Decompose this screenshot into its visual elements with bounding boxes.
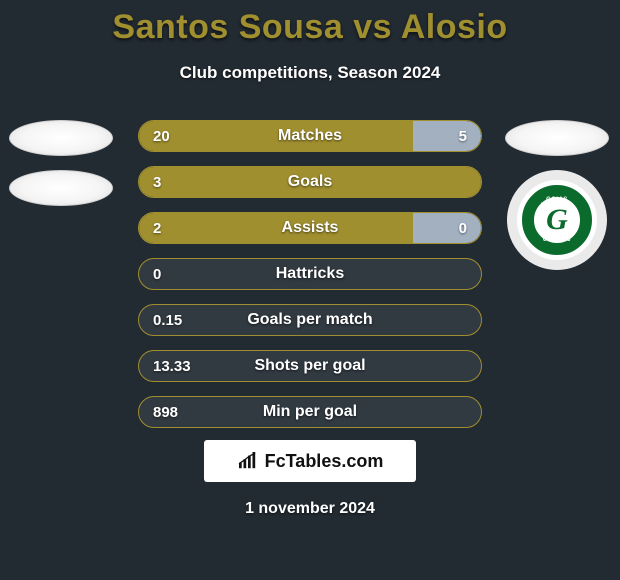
club-logo-top-text: GOIAS ESPORTE xyxy=(534,197,580,209)
club-logo-bottom-text: 6-4-1943 xyxy=(534,237,580,243)
club-logo-core: G xyxy=(541,204,573,236)
club-avatar-placeholder xyxy=(9,120,113,156)
stat-row-matches: 20 Matches 5 xyxy=(138,120,482,152)
stat-value-left: 3 xyxy=(153,167,161,197)
stat-label: Min per goal xyxy=(139,397,481,427)
stat-value-left: 13.33 xyxy=(153,351,191,381)
stat-row-goals-per-match: 0.15 Goals per match xyxy=(138,304,482,336)
brand-badge[interactable]: FcTables.com xyxy=(204,440,416,482)
bar-chart-icon xyxy=(237,452,259,470)
stat-value-left: 2 xyxy=(153,213,161,243)
stat-fill-left xyxy=(139,213,413,243)
stat-value-left: 0 xyxy=(153,259,161,289)
stat-row-min-per-goal: 898 Min per goal xyxy=(138,396,482,428)
stat-fill-right xyxy=(413,213,481,243)
stat-label: Goals per match xyxy=(139,305,481,335)
footer-date: 1 november 2024 xyxy=(0,500,620,518)
left-club-column xyxy=(6,120,116,206)
stat-row-hattricks: 0 Hattricks xyxy=(138,258,482,290)
stat-bars: 20 Matches 5 3 Goals 2 Assists 0 xyxy=(138,120,482,428)
stat-row-goals: 3 Goals xyxy=(138,166,482,198)
page-title: Santos Sousa vs Alosio xyxy=(0,0,620,47)
stat-value-left: 0.15 xyxy=(153,305,182,335)
stat-fill-left xyxy=(139,121,413,151)
stat-fill-left xyxy=(139,167,481,197)
right-club-column: GOIAS ESPORTE G 6-4-1943 xyxy=(502,120,612,270)
club-logo-ring: GOIAS ESPORTE G 6-4-1943 xyxy=(522,185,592,255)
club-logo-goias: GOIAS ESPORTE G 6-4-1943 xyxy=(507,170,607,270)
stat-fill-right xyxy=(413,121,481,151)
page-subtitle: Club competitions, Season 2024 xyxy=(0,63,620,83)
club-avatar-placeholder xyxy=(9,170,113,206)
stat-label: Hattricks xyxy=(139,259,481,289)
stat-value-right: 0 xyxy=(459,213,467,243)
stat-value-left: 20 xyxy=(153,121,170,151)
stat-value-left: 898 xyxy=(153,397,178,427)
club-avatar-placeholder xyxy=(505,120,609,156)
comparison-card: Santos Sousa vs Alosio Club competitions… xyxy=(0,0,620,580)
stat-value-right: 5 xyxy=(459,121,467,151)
stat-row-assists: 2 Assists 0 xyxy=(138,212,482,244)
stat-row-shots-per-goal: 13.33 Shots per goal xyxy=(138,350,482,382)
brand-text: FcTables.com xyxy=(265,451,384,472)
